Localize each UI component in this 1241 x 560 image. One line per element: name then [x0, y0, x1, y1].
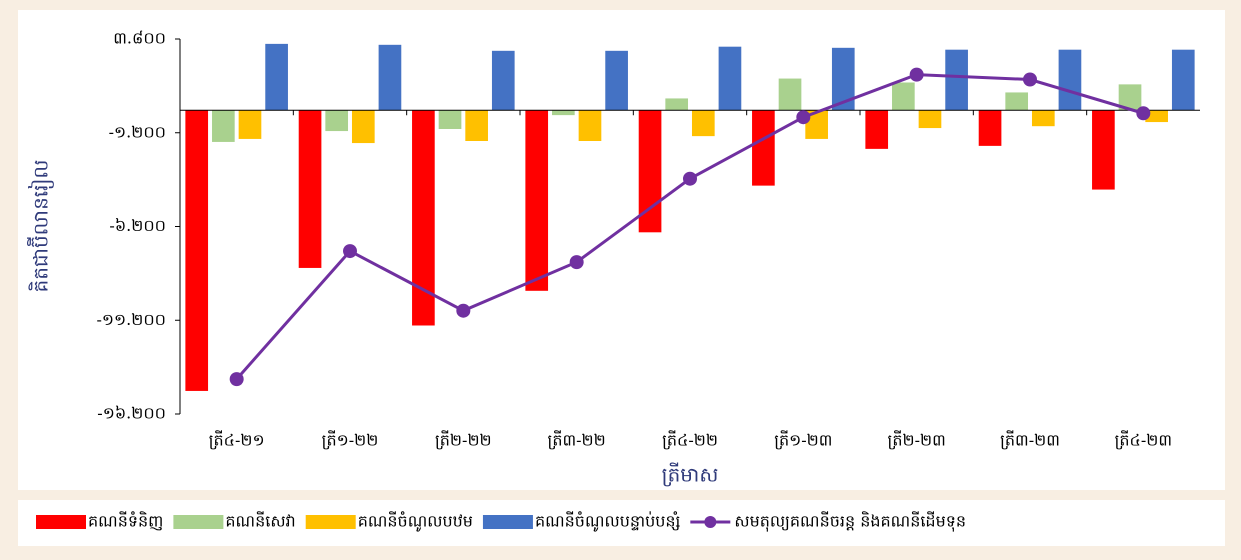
bar	[298, 110, 322, 268]
bar	[1118, 84, 1142, 111]
bar	[752, 110, 775, 186]
line-point	[569, 255, 584, 270]
y-tick-label: -១៦.២០០	[97, 404, 166, 423]
legend-swatch	[482, 515, 533, 529]
x-tick-label: ត្រី២-២២	[435, 430, 492, 450]
legend-label: គណនីចំណូលបន្ទាប់បន្សំ	[535, 511, 681, 533]
x-tick-label: ត្រី១-២៣	[774, 430, 832, 450]
bar	[212, 110, 235, 142]
bar	[552, 110, 575, 116]
x-tick-label: ត្រី៣-២៣	[1000, 430, 1060, 450]
line-point	[229, 372, 244, 387]
bar	[438, 110, 462, 129]
bar	[605, 50, 628, 111]
legend-label: គណនីទំនិញ	[88, 511, 163, 531]
bar	[1092, 110, 1115, 190]
bar	[525, 110, 549, 291]
x-tick-label: ត្រី៤-២៣	[1115, 430, 1172, 450]
legend-label: គណនីចំណូលបឋម	[358, 511, 473, 533]
line-point	[1023, 72, 1037, 87]
line-point	[909, 67, 924, 82]
y-tick-label: -៦.២០០	[109, 216, 166, 235]
bar	[778, 78, 802, 111]
bar	[412, 110, 435, 326]
bar	[638, 110, 662, 233]
legend-label: សមតុល្យគណនីចរន្ត និងគណនីដើមទុន	[734, 511, 966, 533]
x-tick-label: ត្រី៣-២២	[548, 430, 606, 450]
bar	[1005, 92, 1029, 111]
bar	[378, 44, 402, 111]
bar	[185, 110, 209, 391]
x-tick-label: ត្រី៤-២១	[209, 430, 265, 450]
bar	[578, 110, 602, 141]
x-tick-label: ត្រី២-២៣	[888, 430, 946, 450]
bar	[831, 47, 855, 111]
bar	[351, 110, 375, 144]
legend-swatch	[36, 515, 86, 529]
bar	[1171, 49, 1195, 111]
line-point	[343, 244, 357, 259]
line-point	[796, 110, 811, 125]
bar	[1031, 110, 1055, 127]
y-axis-title: គិតជាប៊ីលានរៀល	[27, 160, 55, 293]
x-axis-title: ត្រីមាស	[662, 462, 719, 487]
bar	[491, 50, 515, 111]
bar	[238, 110, 262, 139]
bar	[892, 82, 915, 111]
line-point	[1136, 106, 1151, 121]
legend-marker	[704, 516, 717, 528]
x-tick-label: ត្រី៤-២២	[662, 430, 718, 450]
line-point	[456, 303, 471, 318]
legend-label: គណនីសេវា	[225, 511, 295, 531]
bar	[718, 46, 742, 111]
line-point	[683, 171, 697, 186]
bar	[665, 98, 689, 111]
legend-swatch	[305, 515, 356, 529]
bar	[865, 110, 889, 149]
bar	[691, 110, 715, 137]
bar	[325, 110, 349, 132]
bar	[1145, 110, 1168, 123]
y-tick-label: -១.២០០	[109, 122, 166, 141]
legend-swatch	[173, 515, 224, 529]
bar	[465, 110, 488, 141]
x-tick-label: ត្រី១-២២	[322, 430, 379, 450]
y-tick-label: ៣.៨០០	[113, 29, 166, 48]
bar	[945, 49, 968, 111]
bar	[978, 110, 1002, 146]
bar	[1058, 49, 1082, 111]
bar	[265, 43, 288, 111]
y-tick-label: -១១.២០០	[97, 310, 166, 329]
bar	[918, 110, 942, 129]
bar	[805, 110, 828, 139]
